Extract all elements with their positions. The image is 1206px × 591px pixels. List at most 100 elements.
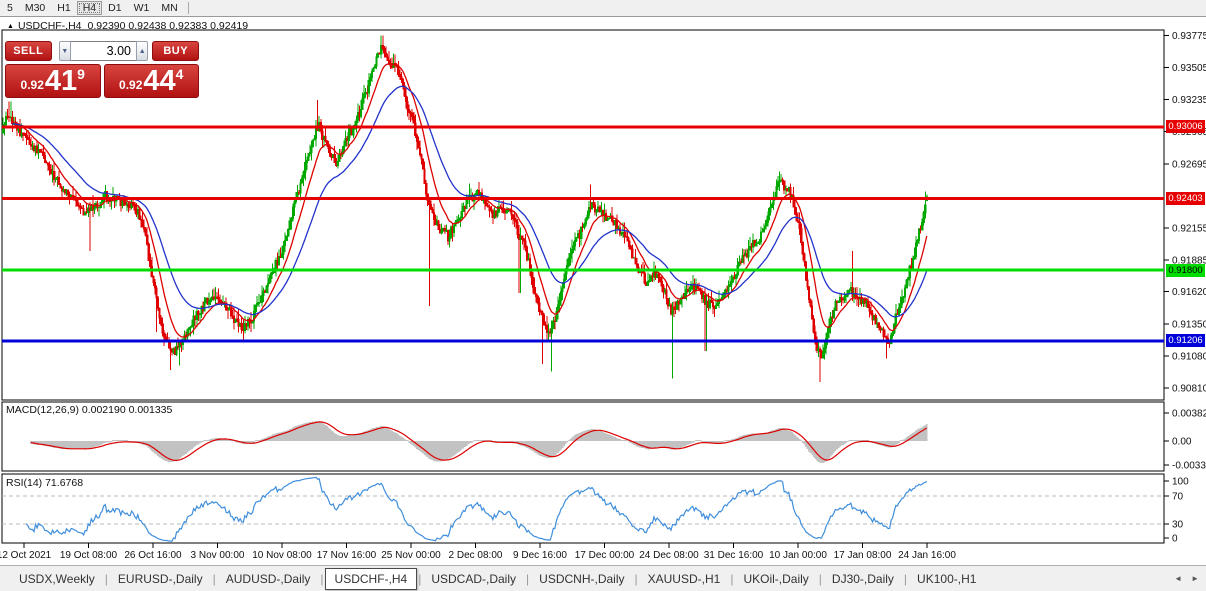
svg-text:0.91080: 0.91080 xyxy=(1172,351,1206,362)
svg-text:0.92155: 0.92155 xyxy=(1172,224,1206,235)
ma-slow-line xyxy=(12,85,928,318)
tab-separator: | xyxy=(526,571,530,586)
candles-layer xyxy=(1,35,928,383)
svg-text:3 Nov 00:00: 3 Nov 00:00 xyxy=(191,550,245,561)
timeframe-h4[interactable]: H4 xyxy=(76,1,103,15)
price-line-badge-0.91206: 0.91206 xyxy=(1166,334,1205,348)
svg-text:0: 0 xyxy=(1172,534,1178,545)
svg-text:9 Dec 16:00: 9 Dec 16:00 xyxy=(513,550,567,561)
ma-fast-line xyxy=(12,63,928,338)
up-arrow-icon: ▲ xyxy=(138,47,146,55)
tab-audusd-daily[interactable]: AUDUSD-,Daily xyxy=(225,571,311,586)
timeframe-mn[interactable]: MN xyxy=(161,2,178,14)
chart-tabs: USDX,Weekly | EURUSD-,Daily | AUDUSD-,Daily |… xyxy=(10,567,985,590)
timeframe-5[interactable]: 5 xyxy=(7,2,13,14)
svg-text:0.90810: 0.90810 xyxy=(1172,384,1206,395)
svg-text:0.91620: 0.91620 xyxy=(1172,287,1206,298)
svg-text:0.93235: 0.93235 xyxy=(1172,95,1206,106)
tab-separator: | xyxy=(320,571,324,586)
tab-separator: | xyxy=(634,571,638,586)
chart-symbol-label: USDCHF-,H4 xyxy=(17,20,82,32)
tab-separator: | xyxy=(903,571,908,586)
svg-text:17 Nov 16:00: 17 Nov 16:00 xyxy=(317,550,377,561)
rsi-levels xyxy=(2,495,1164,525)
chart-plot[interactable]: 0.937750.935050.932350.929650.926950.921… xyxy=(0,0,1206,563)
svg-text:0.92695: 0.92695 xyxy=(1172,159,1206,170)
tab-eurusd-daily[interactable]: EURUSD-,Daily xyxy=(117,571,203,586)
sell-price-big: 41 xyxy=(44,65,78,97)
timeframe-m30[interactable]: M30 xyxy=(24,2,46,14)
chart-collapse-icon[interactable]: ▲ xyxy=(7,23,14,30)
volume-input[interactable] xyxy=(71,41,136,61)
svg-text:17 Dec 00:00: 17 Dec 00:00 xyxy=(575,550,635,561)
toolbar-separator xyxy=(187,2,189,14)
tab-usdx-weekly[interactable]: USDX,Weekly xyxy=(19,571,95,586)
sell-price-display[interactable]: 0.92 41 9 xyxy=(5,64,101,98)
tab-uk100-h1[interactable]: UK100-,H1 xyxy=(917,571,977,586)
volume-increase-button[interactable]: ▲ xyxy=(136,41,149,61)
svg-text:0.00382: 0.00382 xyxy=(1172,409,1206,420)
price-axis: 0.937750.935050.932350.929650.926950.921… xyxy=(1164,31,1206,545)
price-line-badge-0.93006: 0.93006 xyxy=(1166,120,1205,134)
tab-dj30-daily[interactable]: DJ30-,Daily xyxy=(831,571,894,586)
tab-xauusd-h1[interactable]: XAUUSD-,H1 xyxy=(647,571,721,586)
svg-text:10 Jan 00:00: 10 Jan 00:00 xyxy=(769,550,827,561)
timeframe-w1[interactable]: W1 xyxy=(133,2,150,14)
svg-text:12 Oct 2021: 12 Oct 2021 xyxy=(0,550,52,561)
rsi-line xyxy=(25,476,928,542)
svg-text:26 Oct 16:00: 26 Oct 16:00 xyxy=(124,550,182,561)
one-click-trading-panel: SELL ▼ ▲ BUY 0.92 41 9 0.92 44 4 xyxy=(5,41,199,98)
timeframe-h1[interactable]: H1 xyxy=(57,2,71,14)
tab-separator: | xyxy=(212,571,216,586)
sell-price-prefix: 0.92 xyxy=(20,78,44,92)
sell-button[interactable]: SELL xyxy=(5,41,52,61)
svg-text:2 Dec 08:00: 2 Dec 08:00 xyxy=(449,550,503,561)
tab-scroll-right-icon[interactable]: ► xyxy=(1191,574,1199,583)
macd-indicator-label: MACD(12,26,9) 0.002190 0.001335 xyxy=(6,404,173,416)
tab-usdcnh-daily[interactable]: USDCNH-,Daily xyxy=(539,571,625,586)
buy-price-display[interactable]: 0.92 44 4 xyxy=(103,64,199,98)
tab-scroll-left-icon[interactable]: ◄ xyxy=(1174,574,1183,583)
tab-scroll-arrows: ◄ ► xyxy=(1174,566,1199,591)
tab-separator: | xyxy=(418,571,422,586)
svg-text:0.91350: 0.91350 xyxy=(1172,319,1206,330)
svg-text:10 Nov 08:00: 10 Nov 08:00 xyxy=(252,550,312,561)
svg-text:-0.0033: -0.0033 xyxy=(1172,461,1206,472)
tab-separator: | xyxy=(730,571,734,586)
timeframe-toolbar: 5 M30 H1 H4 D1 W1 MN xyxy=(0,0,1206,17)
svg-text:100: 100 xyxy=(1172,477,1189,488)
svg-text:19 Oct 08:00: 19 Oct 08:00 xyxy=(60,550,118,561)
buy-price-sup: 4 xyxy=(175,66,184,82)
buy-price-big: 44 xyxy=(143,65,176,97)
svg-text:0.00: 0.00 xyxy=(1172,437,1192,448)
svg-text:24 Jan 16:00: 24 Jan 16:00 xyxy=(898,550,956,561)
tab-separator: | xyxy=(104,571,108,586)
down-arrow-icon: ▼ xyxy=(61,47,69,55)
price-line-badge-0.91800: 0.91800 xyxy=(1166,263,1205,277)
svg-text:70: 70 xyxy=(1172,492,1184,503)
tab-usdcad-daily[interactable]: USDCAD-,Daily xyxy=(431,571,517,586)
horizontal-price-lines[interactable] xyxy=(2,125,1164,343)
rsi-indicator-label: RSI(14) 71.6768 xyxy=(6,477,84,489)
svg-text:25 Nov 00:00: 25 Nov 00:00 xyxy=(381,550,441,561)
svg-text:24 Dec 08:00: 24 Dec 08:00 xyxy=(639,550,699,561)
sell-price-sup: 9 xyxy=(77,66,85,82)
tab-separator: | xyxy=(818,571,822,586)
timeframe-d1[interactable]: D1 xyxy=(108,2,122,14)
time-axis: 12 Oct 2021 19 Oct 08:00 26 Oct 16:00 3 Nov… xyxy=(0,543,956,561)
tab-usdchf-h4[interactable]: USDCHF-,H4 xyxy=(324,567,418,590)
svg-text:0.91885: 0.91885 xyxy=(1172,256,1206,267)
buy-price-prefix: 0.92 xyxy=(119,78,143,92)
macd-signal-line xyxy=(30,421,928,461)
chart-ohlc-values: 0.92390 0.92438 0.92383 0.92419 xyxy=(87,20,249,32)
volume-decrease-button[interactable]: ▼ xyxy=(58,41,71,61)
buy-button[interactable]: BUY xyxy=(152,41,199,61)
tab-ukoil-daily[interactable]: UKOil-,Daily xyxy=(743,571,809,586)
svg-text:0.93505: 0.93505 xyxy=(1172,63,1206,74)
svg-text:0.93775: 0.93775 xyxy=(1172,31,1206,42)
chart-tab-bar: USDX,Weekly | EURUSD-,Daily | AUDUSD-,Daily |… xyxy=(0,565,1206,591)
svg-text:30: 30 xyxy=(1172,520,1184,531)
chart-title: ▲ USDCHF-,H4 0.92390 0.92438 0.92383 0.924… xyxy=(7,20,248,32)
svg-text:17 Jan 08:00: 17 Jan 08:00 xyxy=(834,550,892,561)
